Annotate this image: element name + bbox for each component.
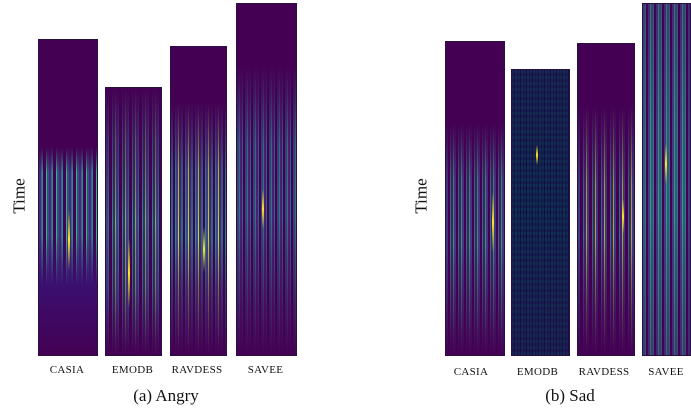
energy-streak [262,189,264,229]
label-angry-ravdess: RAVDESS [171,364,223,376]
y-axis-label-angry: Time [9,178,29,214]
energy-streak [68,210,70,270]
energy-streak [128,238,130,308]
label-angry-emodb: EMODB [111,364,154,376]
y-axis-label-sad: Time [411,178,431,214]
energy-streak [203,227,205,272]
caption-angry: (a) Angry [133,386,199,405]
energy-streak [622,199,624,234]
spectrogram-angry-savee [236,3,297,356]
label-sad-ravdess: RAVDESS [578,366,630,378]
label-sad-savee: SAVEE [648,366,684,378]
spectrogram-sad-savee [642,3,691,356]
energy-streak [536,145,538,165]
energy-streak [665,144,667,184]
spectrogram-angry-casia [38,39,98,356]
label-sad-emodb: EMODB [516,366,559,378]
spectrogram-sad-casia [445,41,505,356]
label-angry-casia: CASIA [49,364,85,376]
caption-sad: (b) Sad [545,386,595,405]
label-sad-casia: CASIA [453,366,489,378]
spectrogram-sad-emodb [511,69,570,356]
energy-streak [492,192,494,252]
spectrogram-sad-ravdess [577,43,635,356]
spectrogram-angry-emodb [105,87,162,356]
label-angry-savee: SAVEE [247,364,284,376]
spectrogram-angry-ravdess [170,46,227,356]
